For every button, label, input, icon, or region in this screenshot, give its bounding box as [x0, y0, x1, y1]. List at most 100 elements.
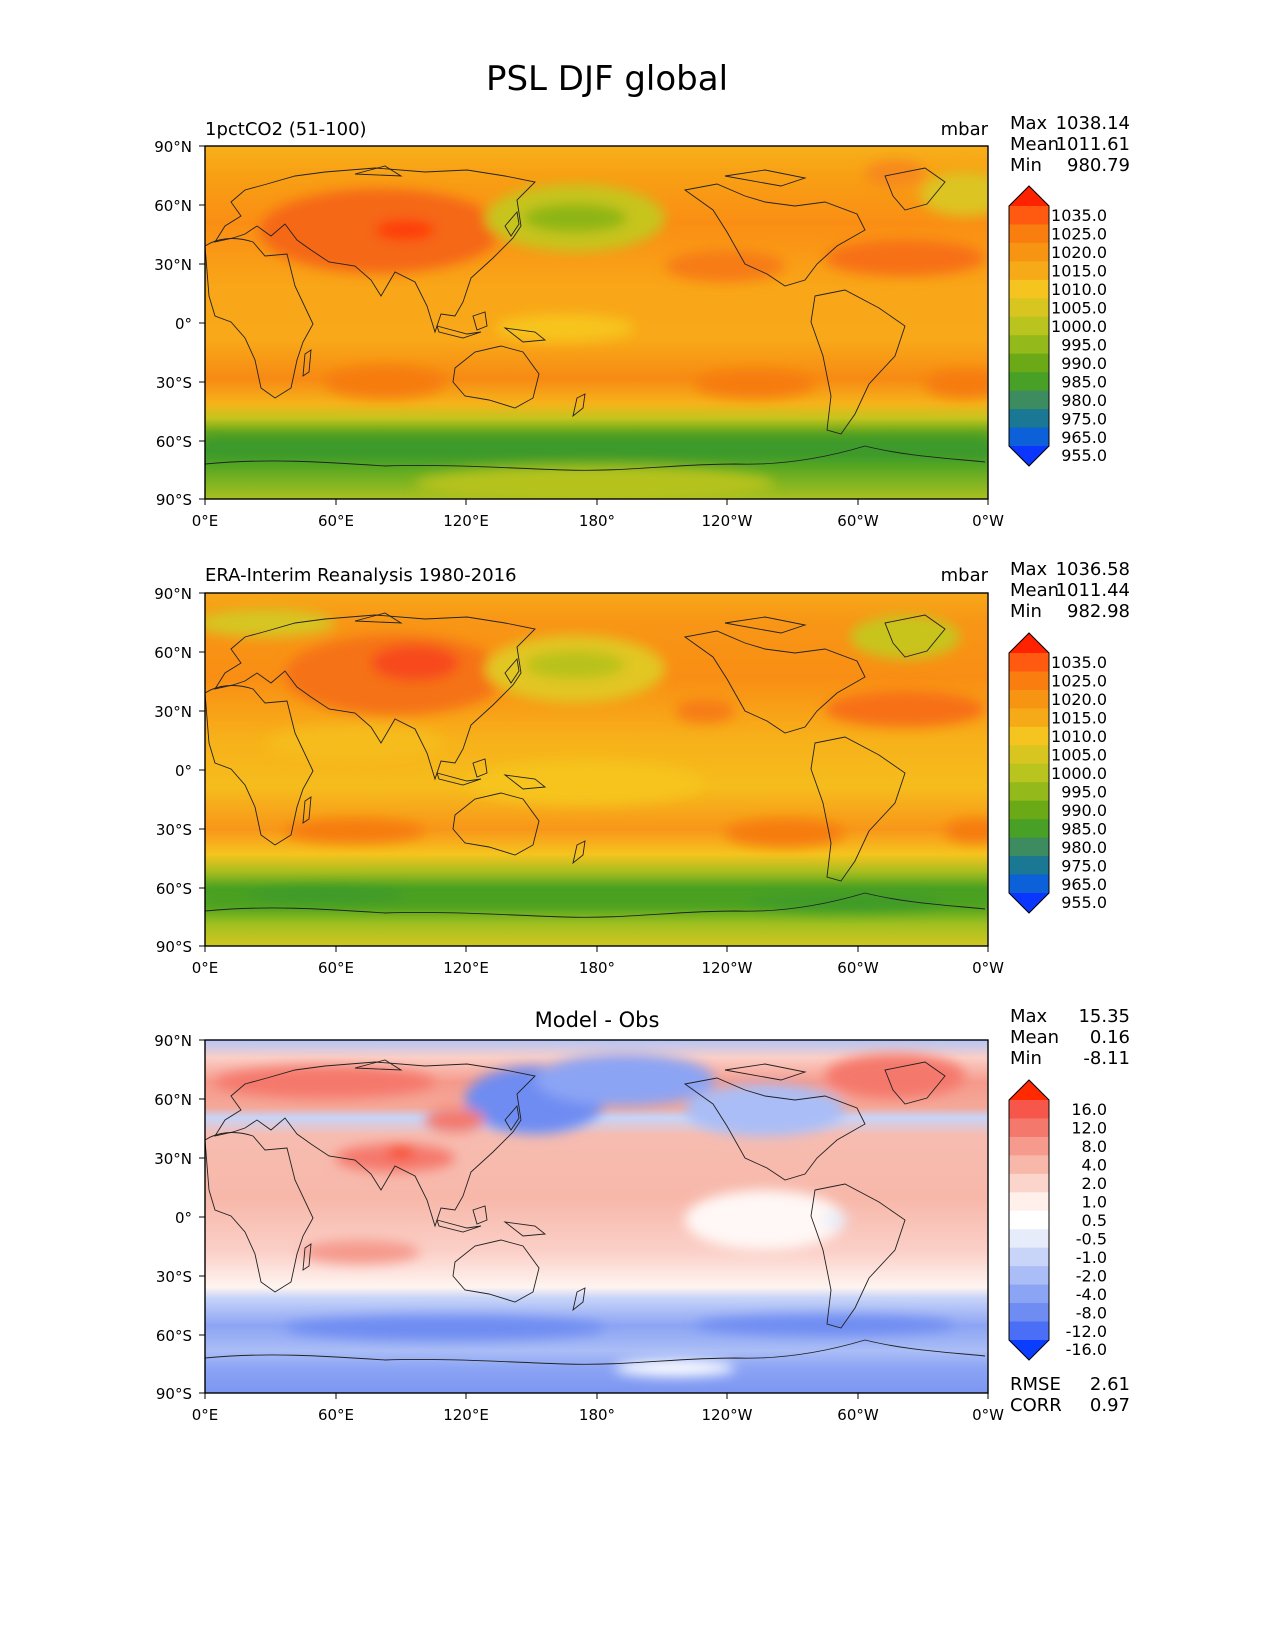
x-tick-label: 180° — [579, 1406, 615, 1424]
colorbar-tick-label: 980.0 — [1061, 838, 1107, 857]
colorbar-segment — [1009, 1155, 1049, 1175]
stat-name: Mean — [1010, 134, 1059, 155]
x-tick-label: 120°E — [443, 512, 489, 530]
panel-1: 1pctCO2 (51-100) mbar Max 1038.14 Mean 1… — [154, 113, 1130, 530]
colorbar-extend-min — [1009, 893, 1049, 913]
colorbar-tick-label: 990.0 — [1061, 354, 1107, 373]
x-tick-label: 60°E — [318, 1406, 354, 1424]
colorbar-segment — [1009, 390, 1049, 410]
stat-value: 1011.44 — [1056, 580, 1130, 601]
colorbar-segment — [1009, 1192, 1049, 1212]
colorbar-tick-label: 995.0 — [1061, 782, 1107, 801]
colorbar-tick-label: 1025.0 — [1051, 225, 1107, 244]
stat-name: Min — [1010, 1048, 1042, 1069]
stat-name: Max — [1010, 113, 1048, 134]
stat-value: -8.11 — [1083, 1048, 1130, 1069]
figure-title: PSL DJF global — [486, 59, 728, 99]
colorbar-tick-label: 965.0 — [1061, 875, 1107, 894]
colorbar-segment — [1009, 1173, 1049, 1193]
panel-1-colorbar: 1035.01025.01020.01015.01010.01005.01000… — [1008, 185, 1107, 467]
x-tick-label: 120°E — [443, 959, 489, 977]
colorbar-tick-label: 1010.0 — [1051, 727, 1107, 746]
panel-3: Model - Obs Max 15.35 Mean 0.16 Min -8.1… — [154, 1006, 1130, 1424]
colorbar-tick-label: 2.0 — [1082, 1174, 1107, 1193]
colorbar-tick-label: -8.0 — [1076, 1303, 1107, 1322]
x-tick-label: 120°W — [702, 1406, 753, 1424]
stat-name: Min — [1010, 155, 1042, 176]
colorbar-segment — [1009, 800, 1049, 820]
panel-3-colorbar: 16.012.08.04.02.01.00.5-0.5-1.0-2.0-4.0-… — [1008, 1079, 1107, 1361]
x-tick-label: 0°E — [192, 512, 219, 530]
colorbar-segment — [1009, 372, 1049, 392]
panel-1-axes: 90°N 60°N 30°N 0° 30°S 60°S 90°S 0°E 60°… — [154, 138, 1004, 530]
colorbar-segment — [1009, 1247, 1049, 1267]
colorbar-segment — [1009, 409, 1049, 429]
colorbar-tick-label: 985.0 — [1061, 372, 1107, 391]
y-tick-label: 30°N — [154, 703, 192, 721]
colorbar-extend-min — [1009, 1340, 1049, 1360]
panel-3-label: Model - Obs — [535, 1008, 660, 1032]
colorbar-segment — [1009, 1321, 1049, 1341]
colorbar-segment — [1009, 745, 1049, 765]
colorbar-segment — [1009, 298, 1049, 318]
x-tick-label: 60°W — [837, 1406, 879, 1424]
colorbar-tick-label: 12.0 — [1071, 1119, 1107, 1138]
stat-value: 982.98 — [1067, 601, 1130, 622]
colorbar-tick-label: 1000.0 — [1051, 317, 1107, 336]
y-tick-label: 90°N — [154, 138, 192, 156]
colorbar-tick-label: 1035.0 — [1051, 653, 1107, 672]
y-tick-label: 60°S — [156, 880, 192, 898]
colorbar-tick-label: 1035.0 — [1051, 206, 1107, 225]
colorbar-tick-label: -12.0 — [1066, 1322, 1107, 1341]
colorbar-tick-label: 1000.0 — [1051, 764, 1107, 783]
y-tick-label: 90°N — [154, 585, 192, 603]
panel-3-axes: 90°N 60°N 30°N 0° 30°S 60°S 90°S 0°E 60°… — [154, 1032, 1004, 1424]
colorbar-segment — [1009, 671, 1049, 691]
colorbar-segment — [1009, 224, 1049, 244]
colorbar-tick-label: 955.0 — [1061, 446, 1107, 465]
y-tick-label: 0° — [175, 1209, 192, 1227]
panel-2-label: ERA-Interim Reanalysis 1980-2016 — [205, 565, 517, 586]
colorbar-tick-label: 985.0 — [1061, 819, 1107, 838]
panel-2-map — [204, 592, 989, 947]
colorbar-tick-label: 1020.0 — [1051, 243, 1107, 262]
x-tick-label: 60°E — [318, 512, 354, 530]
colorbar-tick-label: 1.0 — [1082, 1193, 1107, 1212]
colorbar-segment — [1009, 874, 1049, 894]
colorbar-segment — [1009, 261, 1049, 281]
stat-value: 0.16 — [1090, 1027, 1130, 1048]
colorbar-extend-min — [1009, 446, 1049, 466]
colorbar-extend-max — [1009, 186, 1049, 206]
colorbar-extend-max — [1009, 1080, 1049, 1100]
y-tick-label: 60°S — [156, 433, 192, 451]
stat-value: 1036.58 — [1056, 559, 1130, 580]
colorbar-extend-max — [1009, 633, 1049, 653]
y-tick-label: 60°N — [154, 1091, 192, 1109]
stat-name: Mean — [1010, 580, 1059, 601]
colorbar-tick-label: 980.0 — [1061, 391, 1107, 410]
y-tick-label: 30°S — [156, 821, 192, 839]
metric-value: 2.61 — [1090, 1374, 1130, 1395]
y-tick-label: 0° — [175, 315, 192, 333]
y-tick-label: 90°S — [156, 491, 192, 509]
panel-1-label: 1pctCO2 (51-100) — [205, 119, 367, 140]
colorbar-segment — [1009, 427, 1049, 447]
colorbar-segment — [1009, 1229, 1049, 1249]
x-tick-label: 120°E — [443, 1406, 489, 1424]
y-tick-label: 30°N — [154, 256, 192, 274]
x-tick-label: 180° — [579, 959, 615, 977]
colorbar-segment — [1009, 653, 1049, 673]
y-tick-label: 60°S — [156, 1327, 192, 1345]
colorbar-tick-label: 995.0 — [1061, 335, 1107, 354]
stat-value: 15.35 — [1078, 1006, 1130, 1027]
colorbar-segment — [1009, 335, 1049, 355]
stat-value: 980.79 — [1067, 155, 1130, 176]
panel-2-stats: Max 1036.58 Mean 1011.44 Min 982.98 — [1010, 559, 1130, 622]
colorbar-segment — [1009, 206, 1049, 226]
panel-2-colorbar: 1035.01025.01020.01015.01010.01005.01000… — [1008, 632, 1107, 914]
stat-name: Max — [1010, 559, 1048, 580]
colorbar-segment — [1009, 1266, 1049, 1286]
x-tick-label: 120°W — [702, 959, 753, 977]
colorbar-segment — [1009, 1303, 1049, 1323]
